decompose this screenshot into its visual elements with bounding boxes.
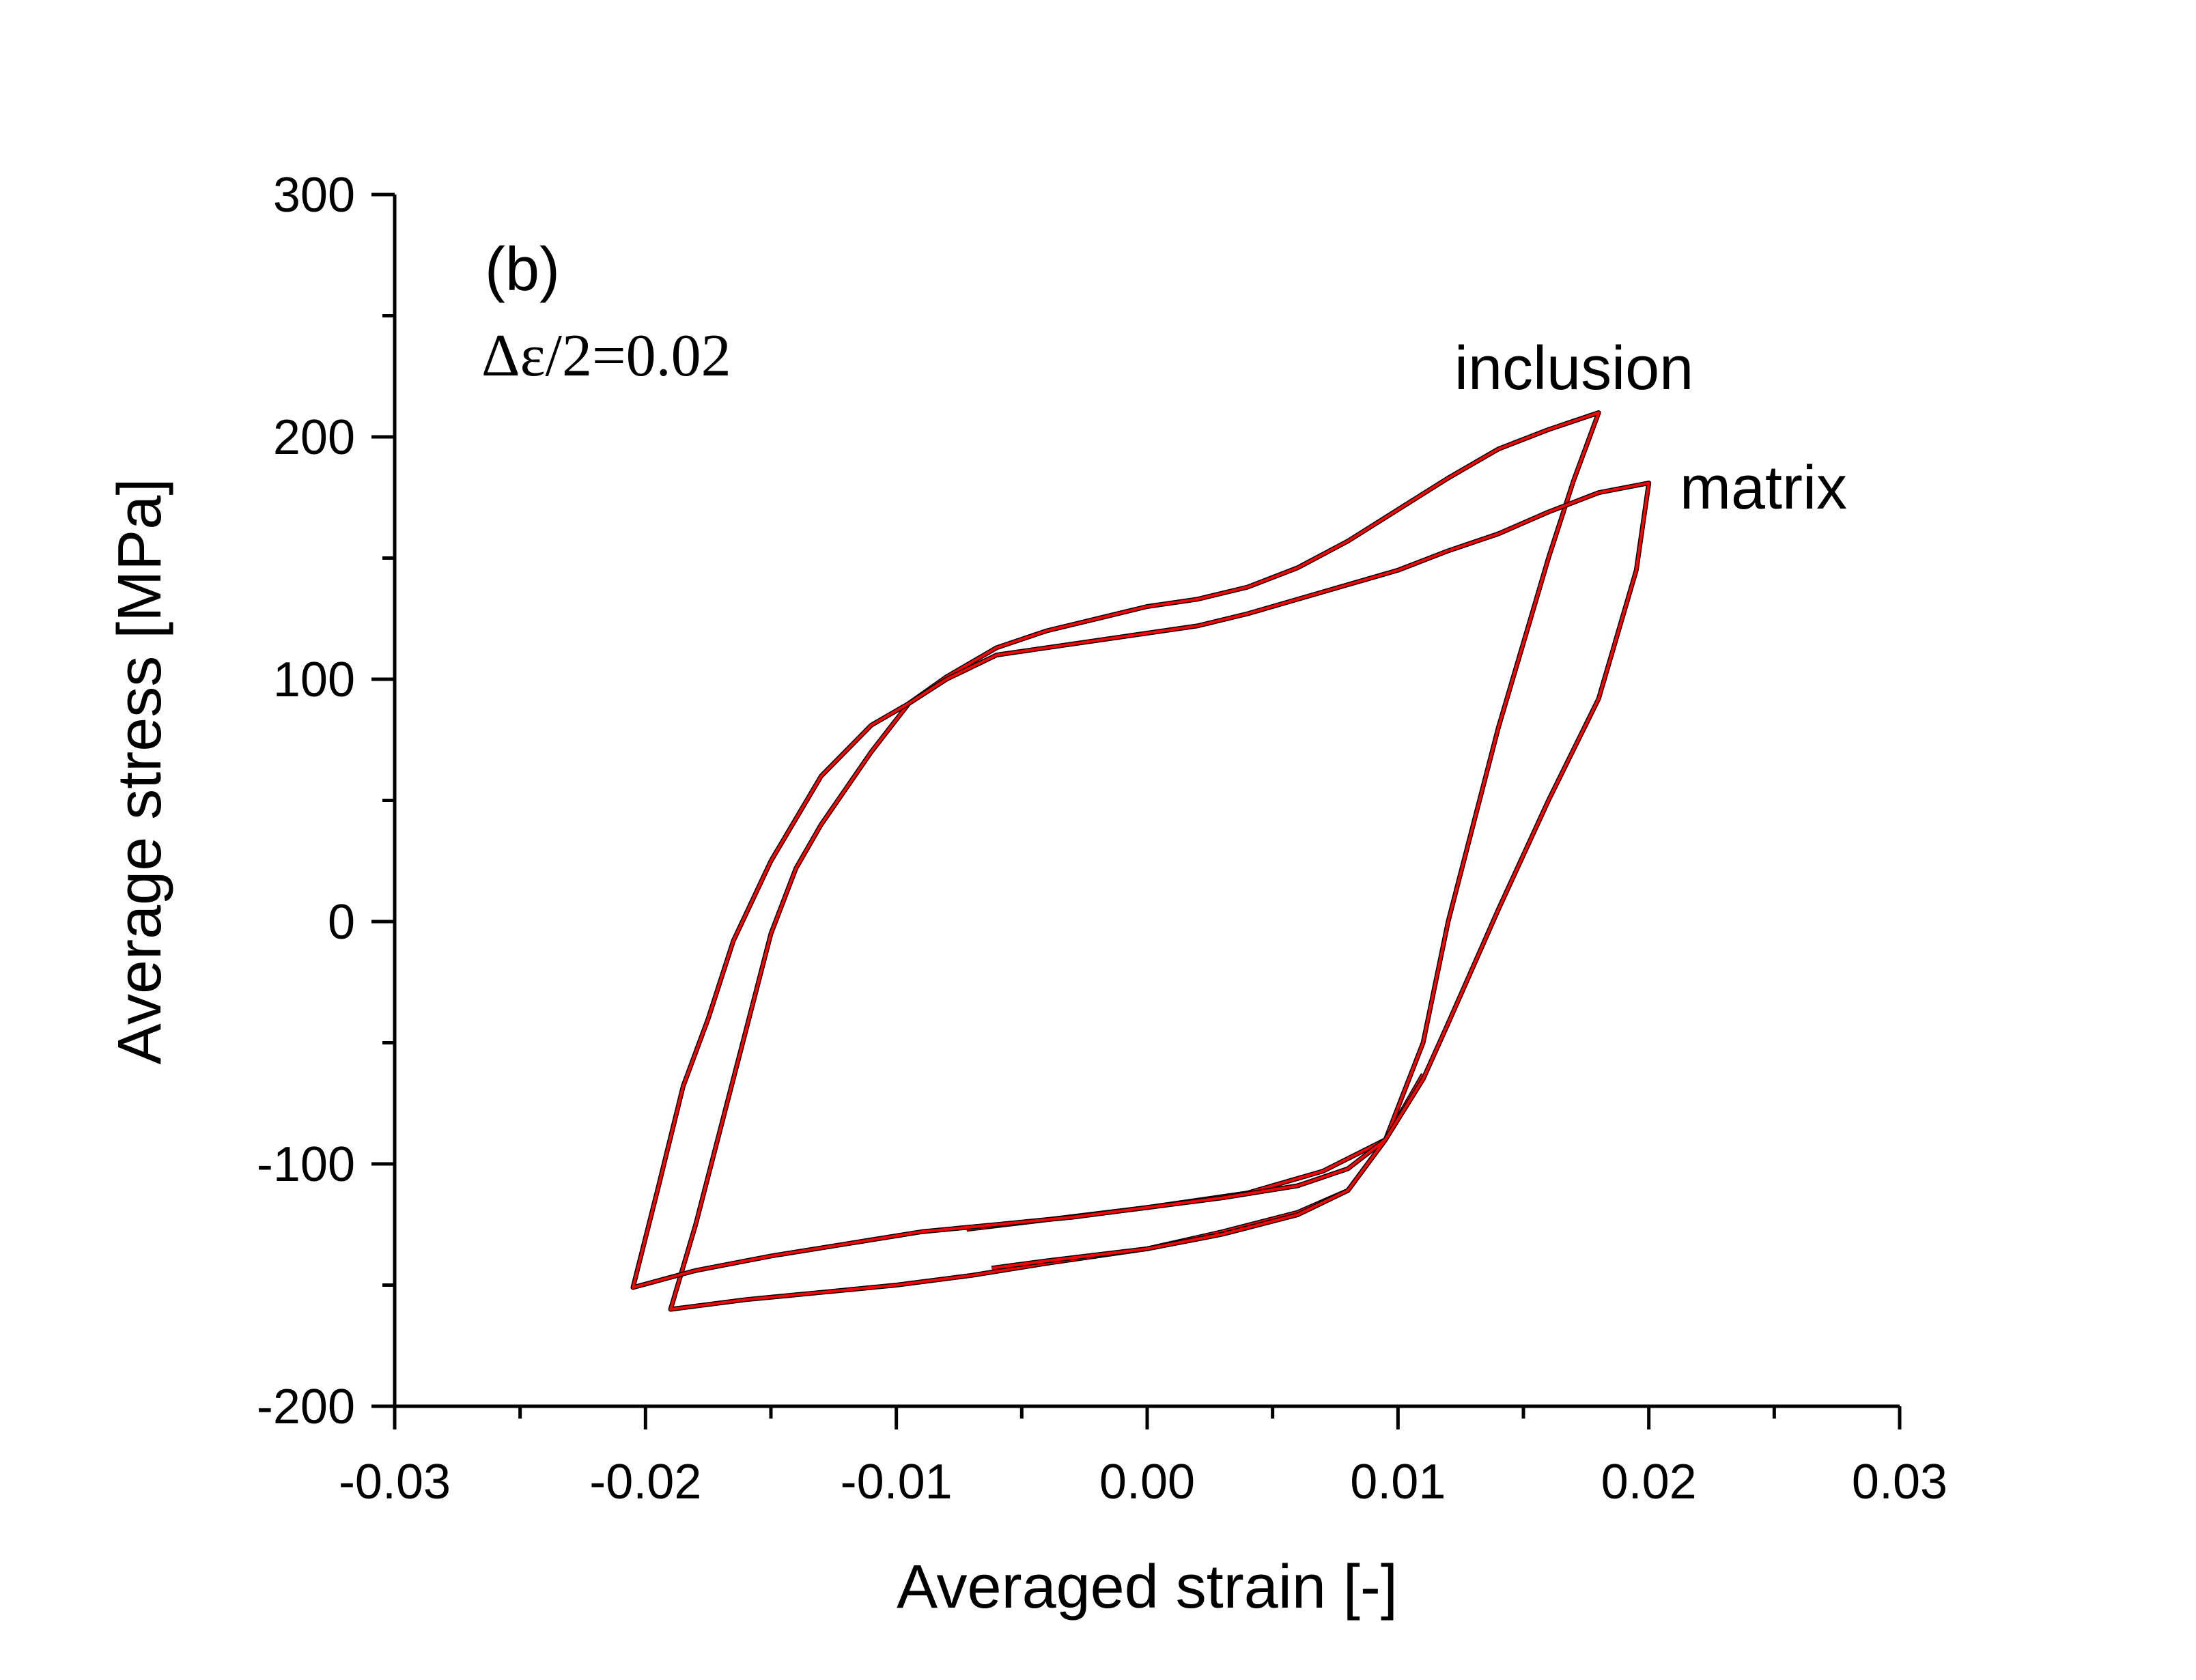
plot-series — [630, 410, 1652, 1312]
y-axis-title: Average stress [MPa] — [106, 479, 174, 1065]
x-axis-title: Averaged strain [-] — [897, 1553, 1398, 1621]
series-inclusion-red-line — [669, 411, 1601, 1311]
x-tick-label: 0.01 — [1350, 1455, 1446, 1509]
series-label-inclusion: inclusion — [1454, 334, 1693, 403]
y-tick-label: 200 — [273, 410, 355, 465]
y-tick-label: -200 — [257, 1380, 355, 1434]
ticks: -0.03 -0.02 -0.01 0.00 0.01 0.02 0.03 -200 -100 0… — [257, 168, 1947, 1509]
amplitude-label: Δε/2=0.02 — [481, 323, 731, 389]
x-tick-label: -0.03 — [339, 1455, 451, 1509]
series-matrix-black-line — [630, 481, 1652, 1290]
panel-label: (b) — [485, 236, 560, 304]
x-tick-label: 0.03 — [1852, 1455, 1947, 1509]
x-tick-label: 0.00 — [1099, 1455, 1195, 1509]
y-tick-label: 100 — [273, 653, 355, 707]
y-tick-label: 300 — [273, 168, 355, 223]
series-label-matrix: matrix — [1680, 454, 1847, 522]
series-matrix-red-line — [632, 481, 1650, 1289]
x-tick-label: -0.01 — [841, 1455, 953, 1509]
y-tick-label: 0 — [328, 895, 355, 950]
x-tick-label: -0.02 — [589, 1455, 701, 1509]
x-tick-label: 0.02 — [1601, 1455, 1697, 1509]
y-tick-label: -100 — [257, 1137, 355, 1192]
